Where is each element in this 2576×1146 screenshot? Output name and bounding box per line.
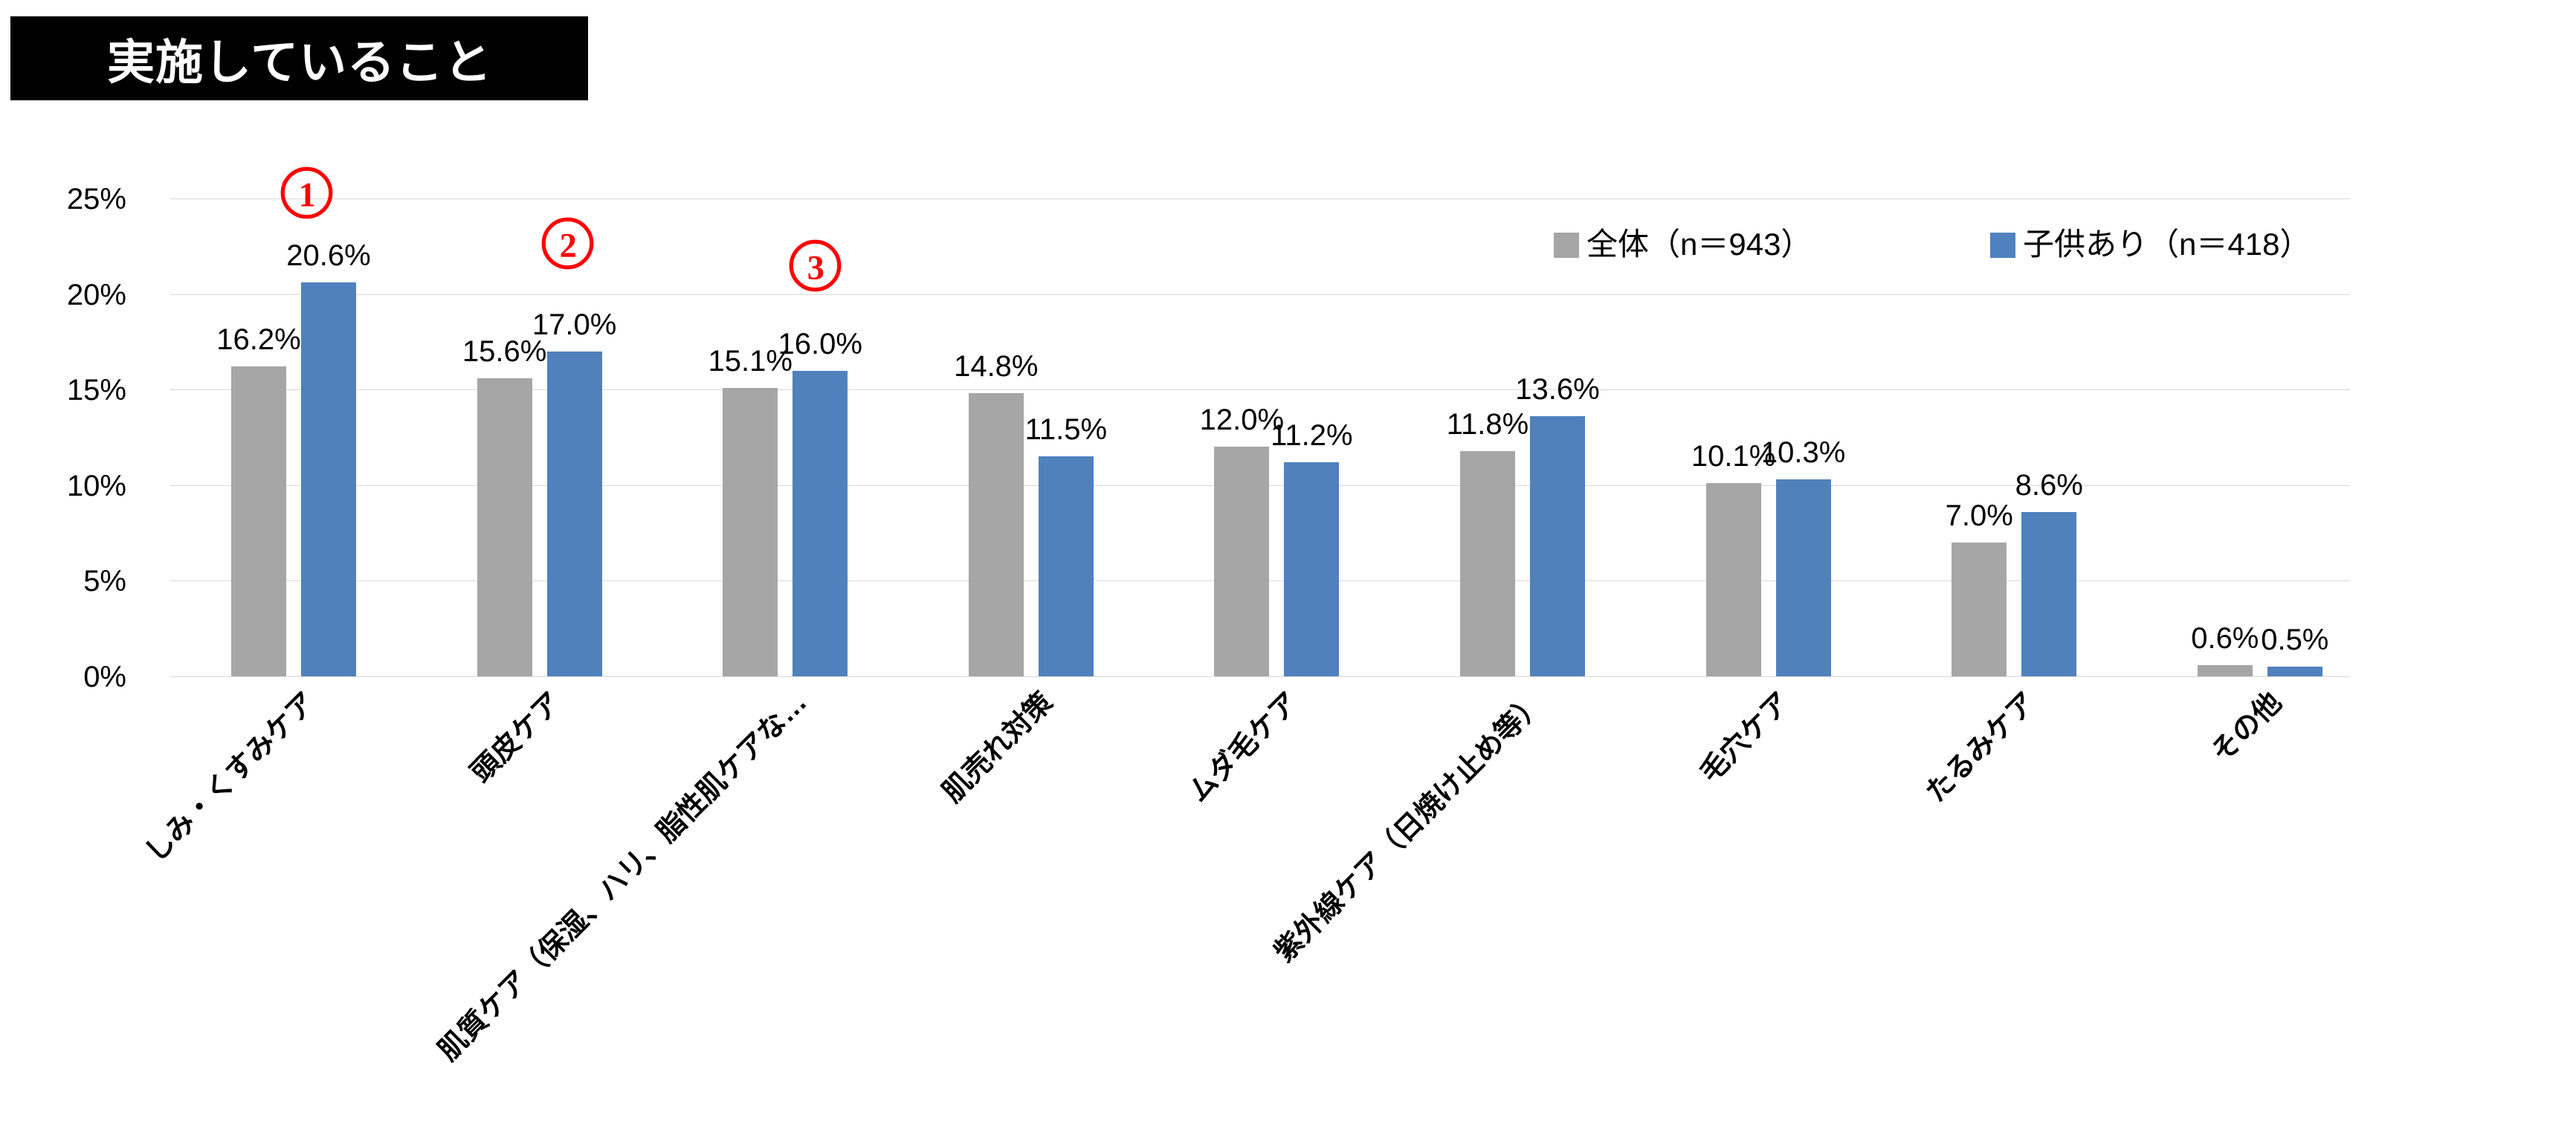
svg-text:3: 3 (807, 250, 824, 288)
svg-text:2: 2 (559, 227, 576, 265)
svg-text:1: 1 (299, 176, 316, 214)
